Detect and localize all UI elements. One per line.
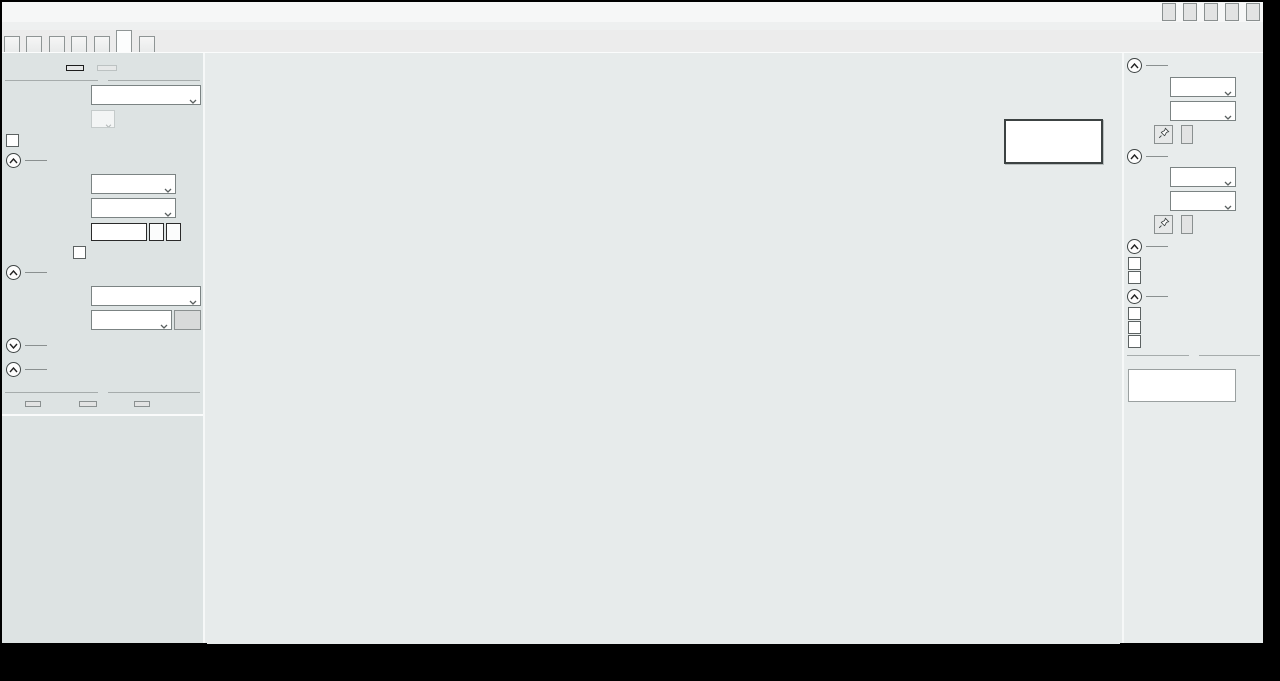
collapse-sweep-button[interactable]: [6, 153, 21, 168]
collapse-options-button[interactable]: [1127, 289, 1142, 304]
chevron-down-icon: [189, 93, 197, 104]
sampling-section-header: [2, 338, 203, 353]
y-fit-to-data-button[interactable]: [1181, 125, 1193, 144]
x-to-select[interactable]: [1170, 191, 1236, 211]
left-panel: [2, 53, 205, 643]
reference-z-select: [91, 110, 115, 128]
stop-button: [97, 65, 117, 71]
load-button[interactable]: [1246, 3, 1260, 21]
storage-save-button[interactable]: [134, 401, 150, 407]
use-chirp-row: [73, 246, 203, 259]
chevron-down-icon: [1224, 199, 1232, 210]
mini-plots-row: [1128, 271, 1263, 284]
mic-compensation-checkbox[interactable]: [6, 134, 19, 147]
start-frequency-select[interactable]: [91, 174, 176, 194]
data-points-row: [1128, 335, 1263, 348]
pin-icon: [1158, 217, 1170, 232]
main-content: [2, 52, 1263, 644]
right-channel-row: [1128, 307, 1263, 320]
voltage-unit-button[interactable]: [174, 310, 201, 330]
cursor-separator: [1127, 355, 1260, 356]
chevron-down-icon: [105, 117, 112, 127]
get-button[interactable]: [25, 401, 41, 407]
x-fit-to-data-button[interactable]: [1181, 215, 1193, 234]
x-axis-section-header: [1124, 149, 1263, 164]
chevron-down-icon: [1224, 109, 1232, 120]
chevron-down-icon: [160, 318, 168, 329]
end-frequency-select[interactable]: [91, 198, 176, 218]
legend-line-sample-left: [1012, 132, 1034, 135]
steps-up-button[interactable]: [166, 223, 181, 241]
y-bottom-select[interactable]: [1170, 101, 1236, 121]
generator-section-header: [2, 265, 203, 280]
sweep-section-header: [2, 153, 203, 168]
chevron-down-icon: [164, 206, 172, 217]
voltage-select[interactable]: [91, 310, 172, 330]
tab-info-checkbox[interactable]: [1128, 257, 1141, 270]
thick-lines-checkbox[interactable]: [1128, 321, 1141, 334]
use-chirp-checkbox[interactable]: [73, 246, 86, 259]
thick-lines-row: [1128, 321, 1263, 334]
tab-info-row: [1128, 257, 1263, 270]
photo-button[interactable]: [1183, 3, 1197, 21]
save-button[interactable]: [1225, 3, 1239, 21]
panel-divider: [2, 414, 203, 416]
legend-dot-right: [1020, 147, 1027, 154]
chevron-down-icon: [1224, 175, 1232, 186]
export-button[interactable]: [1204, 3, 1218, 21]
cursor-readout-box: [1128, 369, 1236, 402]
mic-compensation-row: [6, 134, 203, 147]
test-type-select[interactable]: [91, 85, 201, 105]
right-channel-checkbox[interactable]: [1128, 307, 1141, 320]
mini-plots-checkbox[interactable]: [1128, 271, 1141, 284]
chevron-down-icon: [189, 294, 197, 305]
legend-entry-left: [1012, 125, 1095, 142]
set-dut-select[interactable]: [91, 286, 201, 306]
settings-section-header: [2, 362, 203, 377]
storage-load-button[interactable]: [79, 401, 97, 407]
steps-per-octave-input[interactable]: [91, 223, 147, 241]
legend-dot-left: [1020, 130, 1027, 137]
steps-down-button[interactable]: [149, 223, 164, 241]
x-from-select[interactable]: [1170, 167, 1236, 187]
collapse-x-axis-button[interactable]: [1127, 149, 1142, 164]
frequency-response-chart[interactable]: [207, 53, 1120, 644]
app-window: [2, 2, 1263, 644]
chart-legend: [1004, 119, 1103, 164]
testing-separator: [5, 80, 200, 81]
collapse-y-axis-button[interactable]: [1127, 58, 1142, 73]
help-button[interactable]: [1162, 3, 1176, 21]
start-button[interactable]: [66, 65, 84, 71]
expand-sampling-button[interactable]: [6, 338, 21, 353]
title-bar: [2, 2, 1263, 22]
tab-bar: [2, 30, 1263, 55]
progress-bar: [2, 22, 1263, 30]
tab-response[interactable]: [116, 30, 133, 52]
storage-separator: [5, 392, 200, 393]
graph-data-section-header: [1124, 239, 1263, 254]
options-section-header: [1124, 289, 1263, 304]
y-axis-pin-button[interactable]: [1154, 125, 1173, 144]
right-panel: [1122, 53, 1263, 643]
titlebar-buttons: [1162, 3, 1263, 21]
collapse-generator-button[interactable]: [6, 265, 21, 280]
legend-line-sample-right: [1012, 149, 1034, 152]
chevron-down-icon: [1224, 85, 1232, 96]
pin-icon: [1158, 127, 1170, 142]
legend-entry-right: [1012, 142, 1095, 159]
chevron-down-icon: [164, 182, 172, 193]
x-axis-pin-button[interactable]: [1154, 215, 1173, 234]
y-axis-section-header: [1124, 58, 1263, 73]
collapse-graph-data-button[interactable]: [1127, 239, 1142, 254]
collapse-settings-button[interactable]: [6, 362, 21, 377]
chart-area: [207, 53, 1120, 644]
data-points-checkbox[interactable]: [1128, 335, 1141, 348]
y-top-select[interactable]: [1170, 77, 1236, 97]
